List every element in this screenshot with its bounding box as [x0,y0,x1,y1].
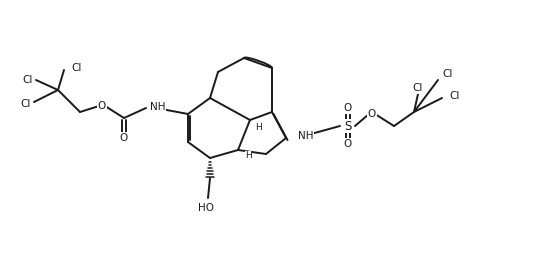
Text: O: O [98,101,106,111]
Text: HO: HO [198,203,214,213]
Text: NH: NH [150,102,165,112]
Text: Cl: Cl [442,69,453,79]
Text: S: S [344,120,351,133]
Text: Cl: Cl [71,63,82,73]
Text: H: H [245,152,252,161]
Text: O: O [368,109,376,119]
Text: Cl: Cl [449,91,459,101]
Text: O: O [344,139,352,149]
Text: Cl: Cl [23,75,33,85]
Text: H: H [255,123,262,133]
Text: O: O [344,103,352,113]
Text: NH: NH [298,131,313,141]
Text: Cl: Cl [413,83,423,93]
Text: O: O [120,133,128,143]
Text: Cl: Cl [21,99,31,109]
